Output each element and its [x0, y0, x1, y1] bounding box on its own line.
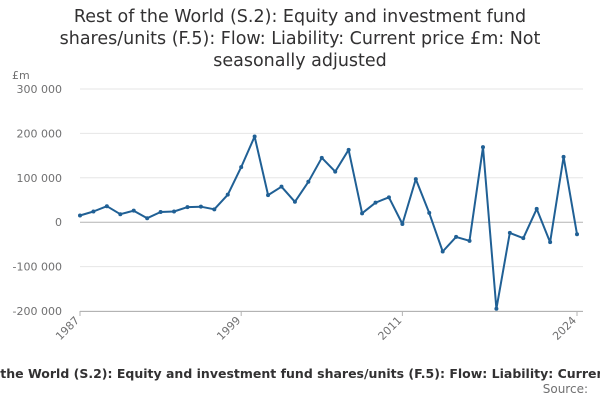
- data-point[interactable]: [494, 306, 499, 311]
- footer-series-label: Rest of the World (S.2): Equity and inve…: [0, 366, 600, 381]
- data-point[interactable]: [373, 200, 378, 205]
- data-point[interactable]: [467, 238, 472, 243]
- data-point[interactable]: [145, 216, 150, 221]
- data-point[interactable]: [480, 145, 485, 150]
- x-tick-label: 2024: [550, 314, 579, 343]
- data-point[interactable]: [507, 230, 512, 235]
- data-series: [78, 134, 579, 311]
- x-tick-label: 1987: [53, 314, 82, 343]
- data-point[interactable]: [400, 221, 405, 226]
- y-axis-ticks: 300 000 200 000 100 000 0 -100 000 -200 000: [13, 83, 62, 318]
- data-point[interactable]: [386, 195, 391, 200]
- data-point[interactable]: [440, 249, 445, 254]
- data-point[interactable]: [521, 236, 526, 241]
- data-point[interactable]: [279, 184, 284, 189]
- data-point[interactable]: [172, 209, 177, 214]
- data-point[interactable]: [239, 165, 244, 170]
- data-point[interactable]: [427, 210, 432, 215]
- x-axis-ticks: 1987 1999 2011 2024: [53, 311, 579, 343]
- data-point[interactable]: [266, 193, 271, 198]
- data-point[interactable]: [454, 234, 459, 239]
- data-point[interactable]: [575, 232, 579, 237]
- y-tick-label: 100 000: [17, 172, 63, 185]
- series-line: [79, 135, 578, 310]
- data-point[interactable]: [319, 155, 324, 160]
- y-tick-label: -200 000: [13, 305, 62, 318]
- data-point[interactable]: [225, 192, 230, 197]
- data-point[interactable]: [78, 213, 82, 218]
- data-point[interactable]: [292, 199, 297, 204]
- y-tick-label: 0: [55, 216, 62, 229]
- data-point[interactable]: [158, 209, 163, 214]
- data-point[interactable]: [91, 209, 96, 214]
- gridlines: [80, 88, 583, 312]
- data-point[interactable]: [333, 169, 338, 174]
- x-tick-label: 1999: [214, 314, 243, 343]
- data-point[interactable]: [561, 154, 566, 159]
- data-point[interactable]: [534, 206, 539, 211]
- data-point[interactable]: [252, 134, 257, 139]
- data-point[interactable]: [104, 204, 109, 209]
- footer-source: Source:: [542, 382, 588, 396]
- data-point[interactable]: [548, 240, 553, 245]
- data-point[interactable]: [346, 147, 351, 152]
- y-tick-label: 300 000: [17, 83, 63, 96]
- data-point[interactable]: [198, 204, 203, 209]
- x-tick-label: 2011: [376, 314, 405, 343]
- data-point[interactable]: [118, 212, 123, 217]
- data-point[interactable]: [131, 208, 136, 213]
- data-point[interactable]: [413, 177, 418, 182]
- data-point[interactable]: [360, 211, 365, 216]
- y-tick-label: 200 000: [17, 127, 63, 140]
- data-point[interactable]: [306, 179, 311, 184]
- y-tick-label: -100 000: [13, 261, 62, 274]
- chart-title: Rest of the World (S.2): Equity and inve…: [59, 7, 541, 71]
- y-axis-label: £m: [12, 69, 30, 82]
- data-point[interactable]: [185, 205, 190, 210]
- data-point[interactable]: [212, 207, 217, 212]
